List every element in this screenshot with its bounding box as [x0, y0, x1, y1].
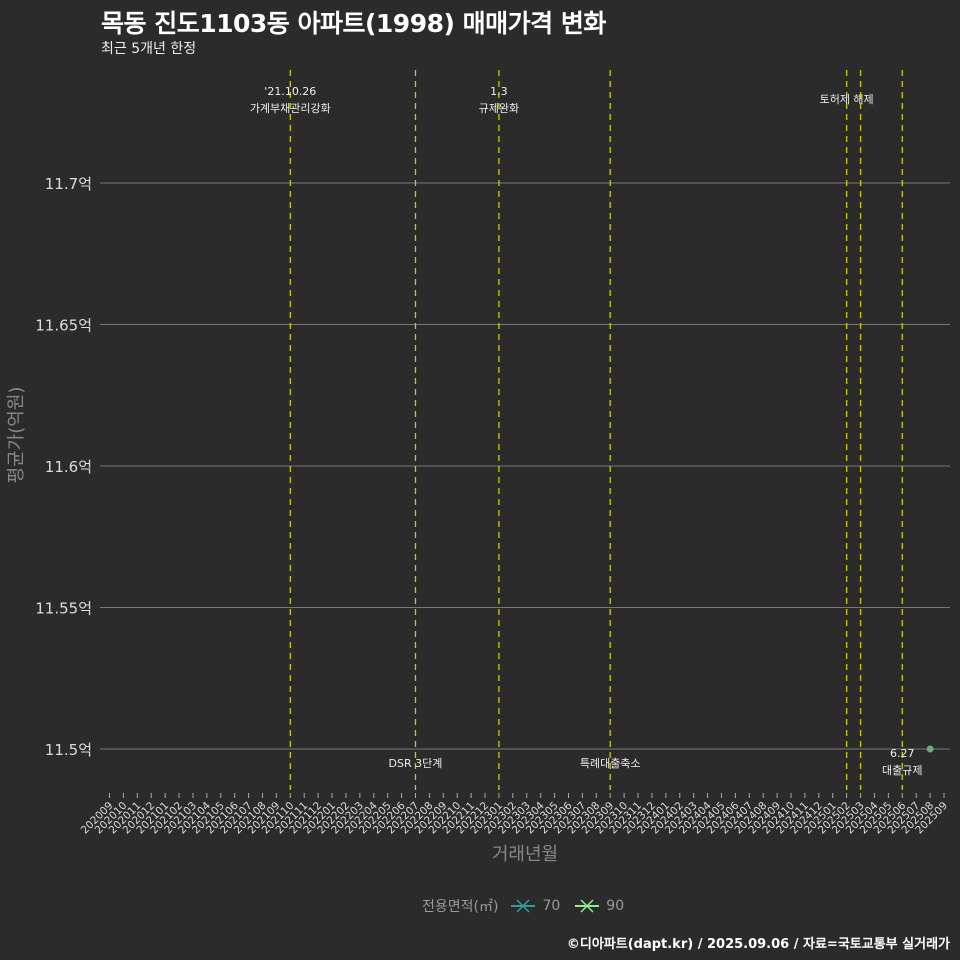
event-label: 대출규제 [882, 764, 922, 777]
event-label: 1.3 [490, 85, 508, 98]
event-label: 가계부채관리강화 [250, 102, 331, 115]
legend-label-70: 70 [542, 898, 561, 914]
event-label: DSR 3단계 [389, 757, 443, 770]
event-label: 특례대출축소 [580, 757, 641, 770]
y-tick-label: 11.6억 [45, 458, 92, 476]
event-label: '21.10.26 [264, 85, 316, 98]
y-tick-label: 11.7억 [45, 175, 92, 193]
y-tick-label: 11.55억 [35, 600, 92, 618]
y-tick-label: 11.65억 [35, 317, 92, 335]
x-axis-title: 거래년월 [492, 844, 558, 865]
chart-title: 목동 진도1103동 아파트(1998) 매매가격 변화 [101, 9, 606, 38]
y-axis-title: 평균가(억원) [6, 387, 27, 484]
legend-label-90: 90 [606, 898, 625, 914]
legend-title: 전용면적(㎡) [422, 899, 499, 915]
event-label: 규제완화 [479, 102, 519, 115]
event-label: 6.27 [890, 747, 915, 760]
chart-subtitle: 최근 5개년 한정 [101, 41, 197, 57]
source-caption: ©디아파트(dapt.kr) / 2025.09.06 / 자료=국토교통부 실… [566, 937, 950, 952]
data-point-90 [926, 745, 934, 753]
y-tick-label: 11.5억 [45, 741, 92, 759]
legend-key-70 [511, 899, 536, 913]
event-label: 토허제 해제 [820, 92, 874, 106]
legend-key-90 [575, 899, 600, 913]
legend: 전용면적(㎡) 70 90 [422, 896, 624, 916]
